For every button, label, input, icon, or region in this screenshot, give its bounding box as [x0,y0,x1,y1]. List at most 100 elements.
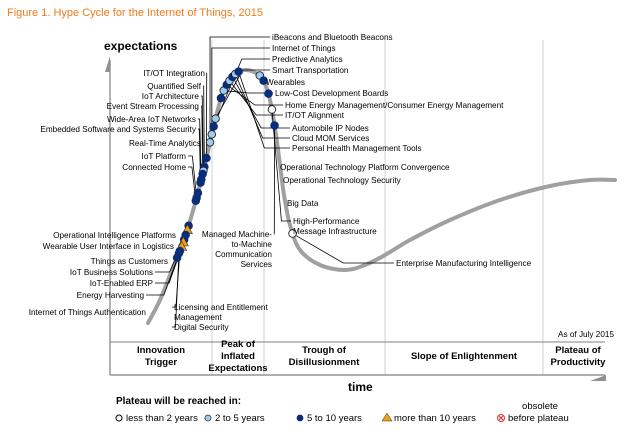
technology-label: IT/OT Integration [143,69,205,78]
technology-label: Internet of Things [272,44,336,53]
technology-label: Things as Customers [91,257,168,266]
technology-label: Enterprise Manufacturing Intelligence [396,259,532,268]
leader-line [201,95,204,171]
phase-label: Expectations [208,363,267,374]
technology-label: IoT Business Solutions [70,268,153,277]
technology-label: IoT-Enabled ERP [90,279,154,288]
5-to-10-years-marker [264,89,273,98]
technology-label: Operational Intelligence Platforms [53,231,176,240]
5-to-10-years-marker [196,178,205,187]
5-to-10-years-icon [296,414,304,422]
2-to-5-years-icon [204,414,212,422]
2-to-5-years-marker [205,138,215,147]
leader-line [229,80,283,116]
technology-label: IT/OT Alignment [285,111,345,120]
less-than-2-years-icon [115,414,123,422]
leader-line [273,125,275,235]
5-to-10-years-marker [270,121,279,130]
x-axis-title: time [348,380,373,394]
technology-label: iBeacons and Bluetooth Beacons [272,33,393,42]
as-of-date: As of July 2015 [558,330,614,339]
leader-line [172,253,180,328]
technology-label: Personal Health Management Tools [292,144,422,153]
leader-line [206,72,208,159]
technology-label: Communication [215,250,272,259]
5-to-10-years-marker [234,67,243,76]
technology-label: Wide-Area IoT Networks [107,115,196,124]
technology-label: Event Stream Processing [107,102,200,111]
technology-markers [172,67,297,263]
leader-line [271,109,291,222]
phase-label: Trigger [145,357,178,368]
technology-label: Internet of Things Authentication [29,308,147,317]
legend-title: Plateau will be reached in: [116,396,241,407]
technology-label: High-Performance [293,217,360,226]
technology-label: Operational Technology Platform Converge… [280,163,450,172]
leader-line [188,166,197,201]
technology-label: Predictive Analytics [272,55,343,64]
technology-label: Connected Home [122,163,186,172]
technology-label: IoT Architecture [142,92,200,101]
5-to-10-years-marker [209,122,218,131]
legend: Plateau will be reached in: less than 2 y… [115,396,569,424]
2-to-5-years-marker [211,114,220,123]
phase-label: Peak of [221,339,256,350]
leader-line [198,118,202,180]
legend-label: 2 to 5 years [215,413,265,424]
technology-label: Home Energy Management/Consumer Energy M… [285,101,504,110]
technology-label: Message Infrastructure [293,227,377,236]
phase-label: Productivity [551,357,607,368]
technology-label: Wearable User Interface in Logistics [43,242,174,251]
technology-label: Low-Cost Development Boards [275,89,388,98]
y-axis-arrow-icon [105,56,110,72]
phase-label: Disillusionment [289,357,361,368]
technology-label: Operational Technology Security [283,176,402,185]
phase-label: Innovation [137,345,185,356]
technology-label: Cloud MOM Services [292,134,369,143]
axes: expectations time As of July 2015 [104,39,614,394]
technology-label: Automobile IP Nodes [292,124,369,133]
leader-line [238,71,290,149]
label-leaders [146,36,394,328]
phase-label: Inflated [221,351,255,362]
legend-label: more than 10 years [394,413,476,424]
phase-label: Slope of Enlightenment [411,351,518,362]
technology-label: Embedded Software and Systems Security [40,125,197,134]
technology-labels: iBeacons and Bluetooth Beacons Internet o… [29,33,532,332]
5-to-10-years-marker [191,196,201,205]
leader-line [201,105,204,174]
technology-label: Licensing and Entitlement [174,303,268,312]
leader-line [188,155,198,198]
leader-line [209,36,270,143]
obsolete-x-icon [498,415,504,421]
phase-label: Plateau of [555,345,601,356]
5-to-10-years-marker [259,76,268,85]
less-than-2-years-marker [288,229,297,238]
technology-label: Big Data [287,199,319,208]
phase-label: Trough of [302,345,347,356]
5-to-10-years-marker [172,253,182,263]
less-than-2-years-marker [267,105,277,114]
leader-line [226,84,283,106]
leader-line [213,58,270,127]
leader-line [215,69,270,119]
technology-label: Managed Machine- [202,230,272,239]
technology-label: to-Machine [231,240,272,249]
leader-line [232,76,290,129]
leader-line [292,233,394,264]
y-axis-title: expectations [104,39,178,53]
technology-label: Real-Time Analytics [129,139,201,148]
leader-line [146,246,183,296]
leader-line [203,85,205,167]
x-axis-arrow-icon [590,375,606,381]
leader-line [198,128,201,183]
legend-label: obsolete [522,401,558,412]
technology-label: Management [174,313,223,322]
legend-label: before plateau [508,413,569,424]
legend-label: 5 to 10 years [307,413,362,424]
technology-label: Energy Harvesting [77,291,145,300]
technology-label: Digital Security [174,323,230,332]
chart-title: Figure 1. Hype Cycle for the Internet of… [7,7,263,19]
